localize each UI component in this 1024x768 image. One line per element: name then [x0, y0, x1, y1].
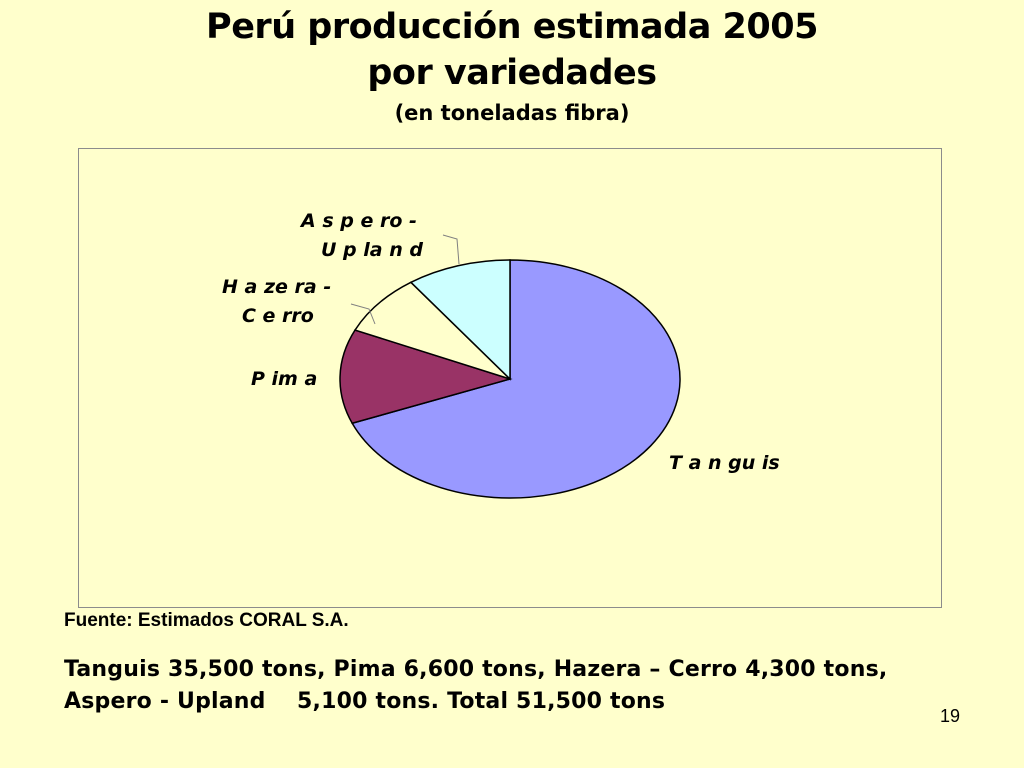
leader-line-aspero-upland [442, 234, 460, 265]
chart-area: T a n gu is P im a H a ze ra -C e rro A s p… [78, 148, 942, 608]
pie-slice-hazera-cerro [353, 281, 511, 380]
slice-label-tanguis: T a n gu is [669, 452, 780, 474]
summary-text: Tanguis 35,500 tons, Pima 6,600 tons, Ha… [64, 654, 1004, 718]
pie-slice-aspero-upland [409, 259, 511, 381]
summary-line-2: Aspero - Upland 5,100 tons. Total 51,500… [64, 689, 666, 714]
pie-chart: T a n gu is P im a H a ze ra -C e rro A s p… [222, 210, 780, 499]
leader-line-hazera-cerro [350, 303, 376, 325]
source-note: Fuente: Estimados CORAL S.A. [64, 610, 349, 631]
slice-label-hazera-cerro: H a ze ra -C e rro [222, 276, 331, 327]
summary-line-1: Tanguis 35,500 tons, Pima 6,600 tons, Ha… [64, 657, 888, 682]
pie-slice-pima [339, 329, 513, 425]
pie-slice-tanguis [351, 259, 681, 499]
slice-label-aspero-upland: A s p e ro -U p la n d [299, 210, 423, 261]
slide-title: Perú producción estimada 2005 por varied… [0, 4, 1024, 128]
title-line-2: por variedades [367, 53, 657, 93]
title-line-3: (en toneladas fibra) [394, 101, 630, 125]
slice-label-pima: P im a [251, 368, 317, 390]
page-number: 19 [939, 706, 960, 726]
title-line-1: Perú producción estimada 2005 [206, 7, 818, 47]
